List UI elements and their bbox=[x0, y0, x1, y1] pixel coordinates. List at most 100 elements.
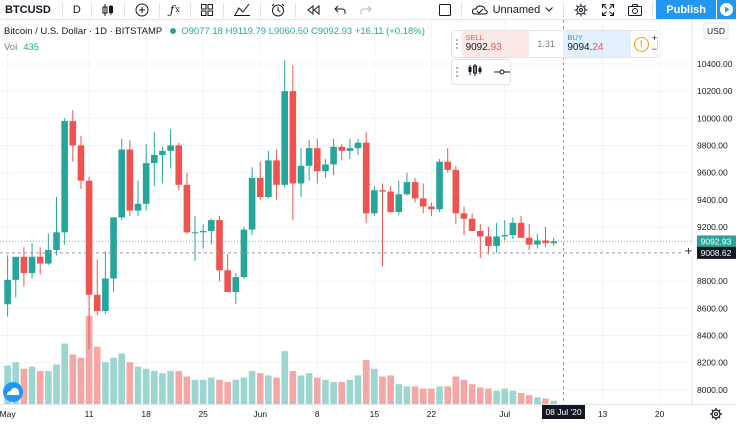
volume-bar bbox=[36, 371, 44, 404]
svg-text:9092.93: 9092.93 bbox=[701, 236, 732, 246]
candle bbox=[346, 138, 354, 160]
svg-text:+: + bbox=[684, 246, 692, 257]
chart-pane[interactable] bbox=[0, 20, 692, 404]
market-open-dot-icon bbox=[170, 28, 177, 35]
time-tick-label: 18 bbox=[141, 409, 151, 419]
candle bbox=[102, 251, 109, 314]
volume-bar bbox=[159, 373, 166, 404]
candle bbox=[273, 149, 280, 200]
toolbar-divider bbox=[61, 1, 63, 18]
chart-settings-gear-icon[interactable] bbox=[710, 408, 722, 420]
volume-bar bbox=[216, 379, 223, 404]
volume-bar bbox=[126, 362, 134, 404]
candle bbox=[403, 172, 411, 196]
candle bbox=[110, 217, 117, 293]
volume-bar bbox=[281, 351, 288, 404]
time-tick-label: 8 bbox=[315, 409, 320, 419]
candle bbox=[45, 233, 52, 265]
crosshair-price-label: 9008.62 bbox=[697, 246, 736, 259]
volume-bar bbox=[517, 393, 525, 404]
candle bbox=[93, 259, 101, 316]
drag-handle-icon[interactable] bbox=[452, 67, 462, 77]
alert-clock-icon[interactable] bbox=[264, 0, 292, 19]
buy-price-main: 9094. bbox=[567, 42, 593, 53]
volume-bar bbox=[419, 388, 427, 404]
spread-value: 1.31 bbox=[537, 39, 555, 49]
time-axis[interactable]: May 11 18 25 Jun 8 15 22 Jul 13 20 bbox=[0, 409, 665, 419]
volume-bar bbox=[151, 371, 158, 404]
sell-button[interactable]: SELL 9092.93 bbox=[461, 31, 529, 57]
candle bbox=[69, 110, 77, 162]
settings-gear-icon[interactable] bbox=[567, 0, 595, 19]
info-button[interactable]: ! bbox=[631, 31, 652, 57]
candle bbox=[134, 180, 142, 217]
legend-volume-value: 435 bbox=[23, 42, 40, 53]
candle bbox=[248, 167, 256, 236]
toolbar-right-group: Unnamed Publish bbox=[432, 0, 736, 19]
crosshair-plus-icon[interactable]: + bbox=[683, 245, 694, 257]
candle bbox=[542, 226, 549, 248]
publish-play-button[interactable] bbox=[716, 0, 736, 19]
fullscreen-expand-icon[interactable] bbox=[595, 0, 621, 19]
cloud-logo-icon[interactable] bbox=[3, 382, 23, 402]
toolbar-divider bbox=[563, 1, 565, 18]
price-tick-label: 9800.00 bbox=[697, 140, 728, 150]
templates-grid-icon[interactable] bbox=[194, 0, 220, 19]
volume-bar bbox=[240, 377, 248, 404]
volume-bar bbox=[20, 368, 28, 404]
layout-cloud-button[interactable]: Unnamed bbox=[465, 0, 561, 19]
interval-button[interactable]: D bbox=[72, 3, 81, 16]
volume-bar bbox=[346, 379, 354, 404]
financials-chart-icon[interactable] bbox=[227, 0, 257, 19]
candle bbox=[330, 138, 337, 176]
legend-low: L9060.50 bbox=[268, 26, 309, 37]
fullscreen-checkbox-icon[interactable] bbox=[432, 0, 458, 19]
volume-bar bbox=[297, 375, 305, 404]
candle bbox=[297, 148, 305, 198]
candle bbox=[216, 216, 223, 282]
candle bbox=[493, 222, 500, 253]
snapshot-camera-icon[interactable] bbox=[621, 0, 649, 19]
legend-volume-label[interactable]: Vol bbox=[4, 42, 18, 53]
horizontal-line-icon[interactable] bbox=[494, 63, 510, 81]
drawing-tools-panel bbox=[451, 59, 511, 85]
compare-add-icon[interactable] bbox=[128, 0, 156, 19]
increase-icon[interactable]: + bbox=[651, 33, 657, 43]
volume-bar bbox=[208, 377, 215, 404]
volume-bar bbox=[436, 386, 443, 404]
time-tick-label: Jul bbox=[499, 409, 510, 419]
decrease-icon[interactable]: − bbox=[651, 44, 657, 54]
redo-arrow-icon[interactable] bbox=[353, 0, 379, 19]
candle bbox=[36, 247, 44, 275]
layout-name: Unnamed bbox=[492, 3, 541, 16]
price-axis[interactable]: 10400.00 10200.00 10000.00 9800.00 9600.00 94… bbox=[697, 59, 733, 395]
legend-close: C9092.93 bbox=[310, 26, 353, 37]
quantity-stepper[interactable]: + − bbox=[652, 31, 657, 57]
chart-style-candles-icon[interactable] bbox=[95, 0, 121, 19]
volume-bar bbox=[338, 382, 346, 404]
buy-sell-panel: SELL 9092.93 1.31 BUY 9094.24 ! + − bbox=[451, 30, 658, 58]
symbol-search-button[interactable]: BTCUSD bbox=[5, 3, 51, 16]
time-tick-label: 11 bbox=[85, 409, 94, 419]
candle bbox=[436, 159, 443, 212]
play-icon bbox=[720, 3, 733, 16]
buy-button[interactable]: BUY 9094.24 bbox=[563, 31, 631, 57]
undo-arrow-icon[interactable] bbox=[327, 0, 353, 19]
candle bbox=[28, 243, 36, 279]
candles-style-icon[interactable] bbox=[468, 63, 482, 81]
toolbar-divider bbox=[294, 1, 296, 18]
legend-title[interactable]: Bitcoin / U.S. Dollar · 1D · BITSTAMP bbox=[4, 26, 163, 37]
legend-high: H9119.79 bbox=[225, 26, 267, 37]
volume-bar bbox=[387, 375, 394, 404]
volume-bar bbox=[534, 397, 541, 404]
candle bbox=[61, 118, 68, 245]
buy-label: BUY bbox=[567, 33, 583, 42]
candle bbox=[281, 59, 288, 188]
candle bbox=[167, 129, 174, 169]
volume-bar bbox=[199, 379, 207, 404]
replay-rewind-icon[interactable] bbox=[299, 0, 327, 19]
drag-handle-icon[interactable] bbox=[452, 31, 462, 57]
publish-button[interactable]: Publish bbox=[656, 0, 716, 19]
